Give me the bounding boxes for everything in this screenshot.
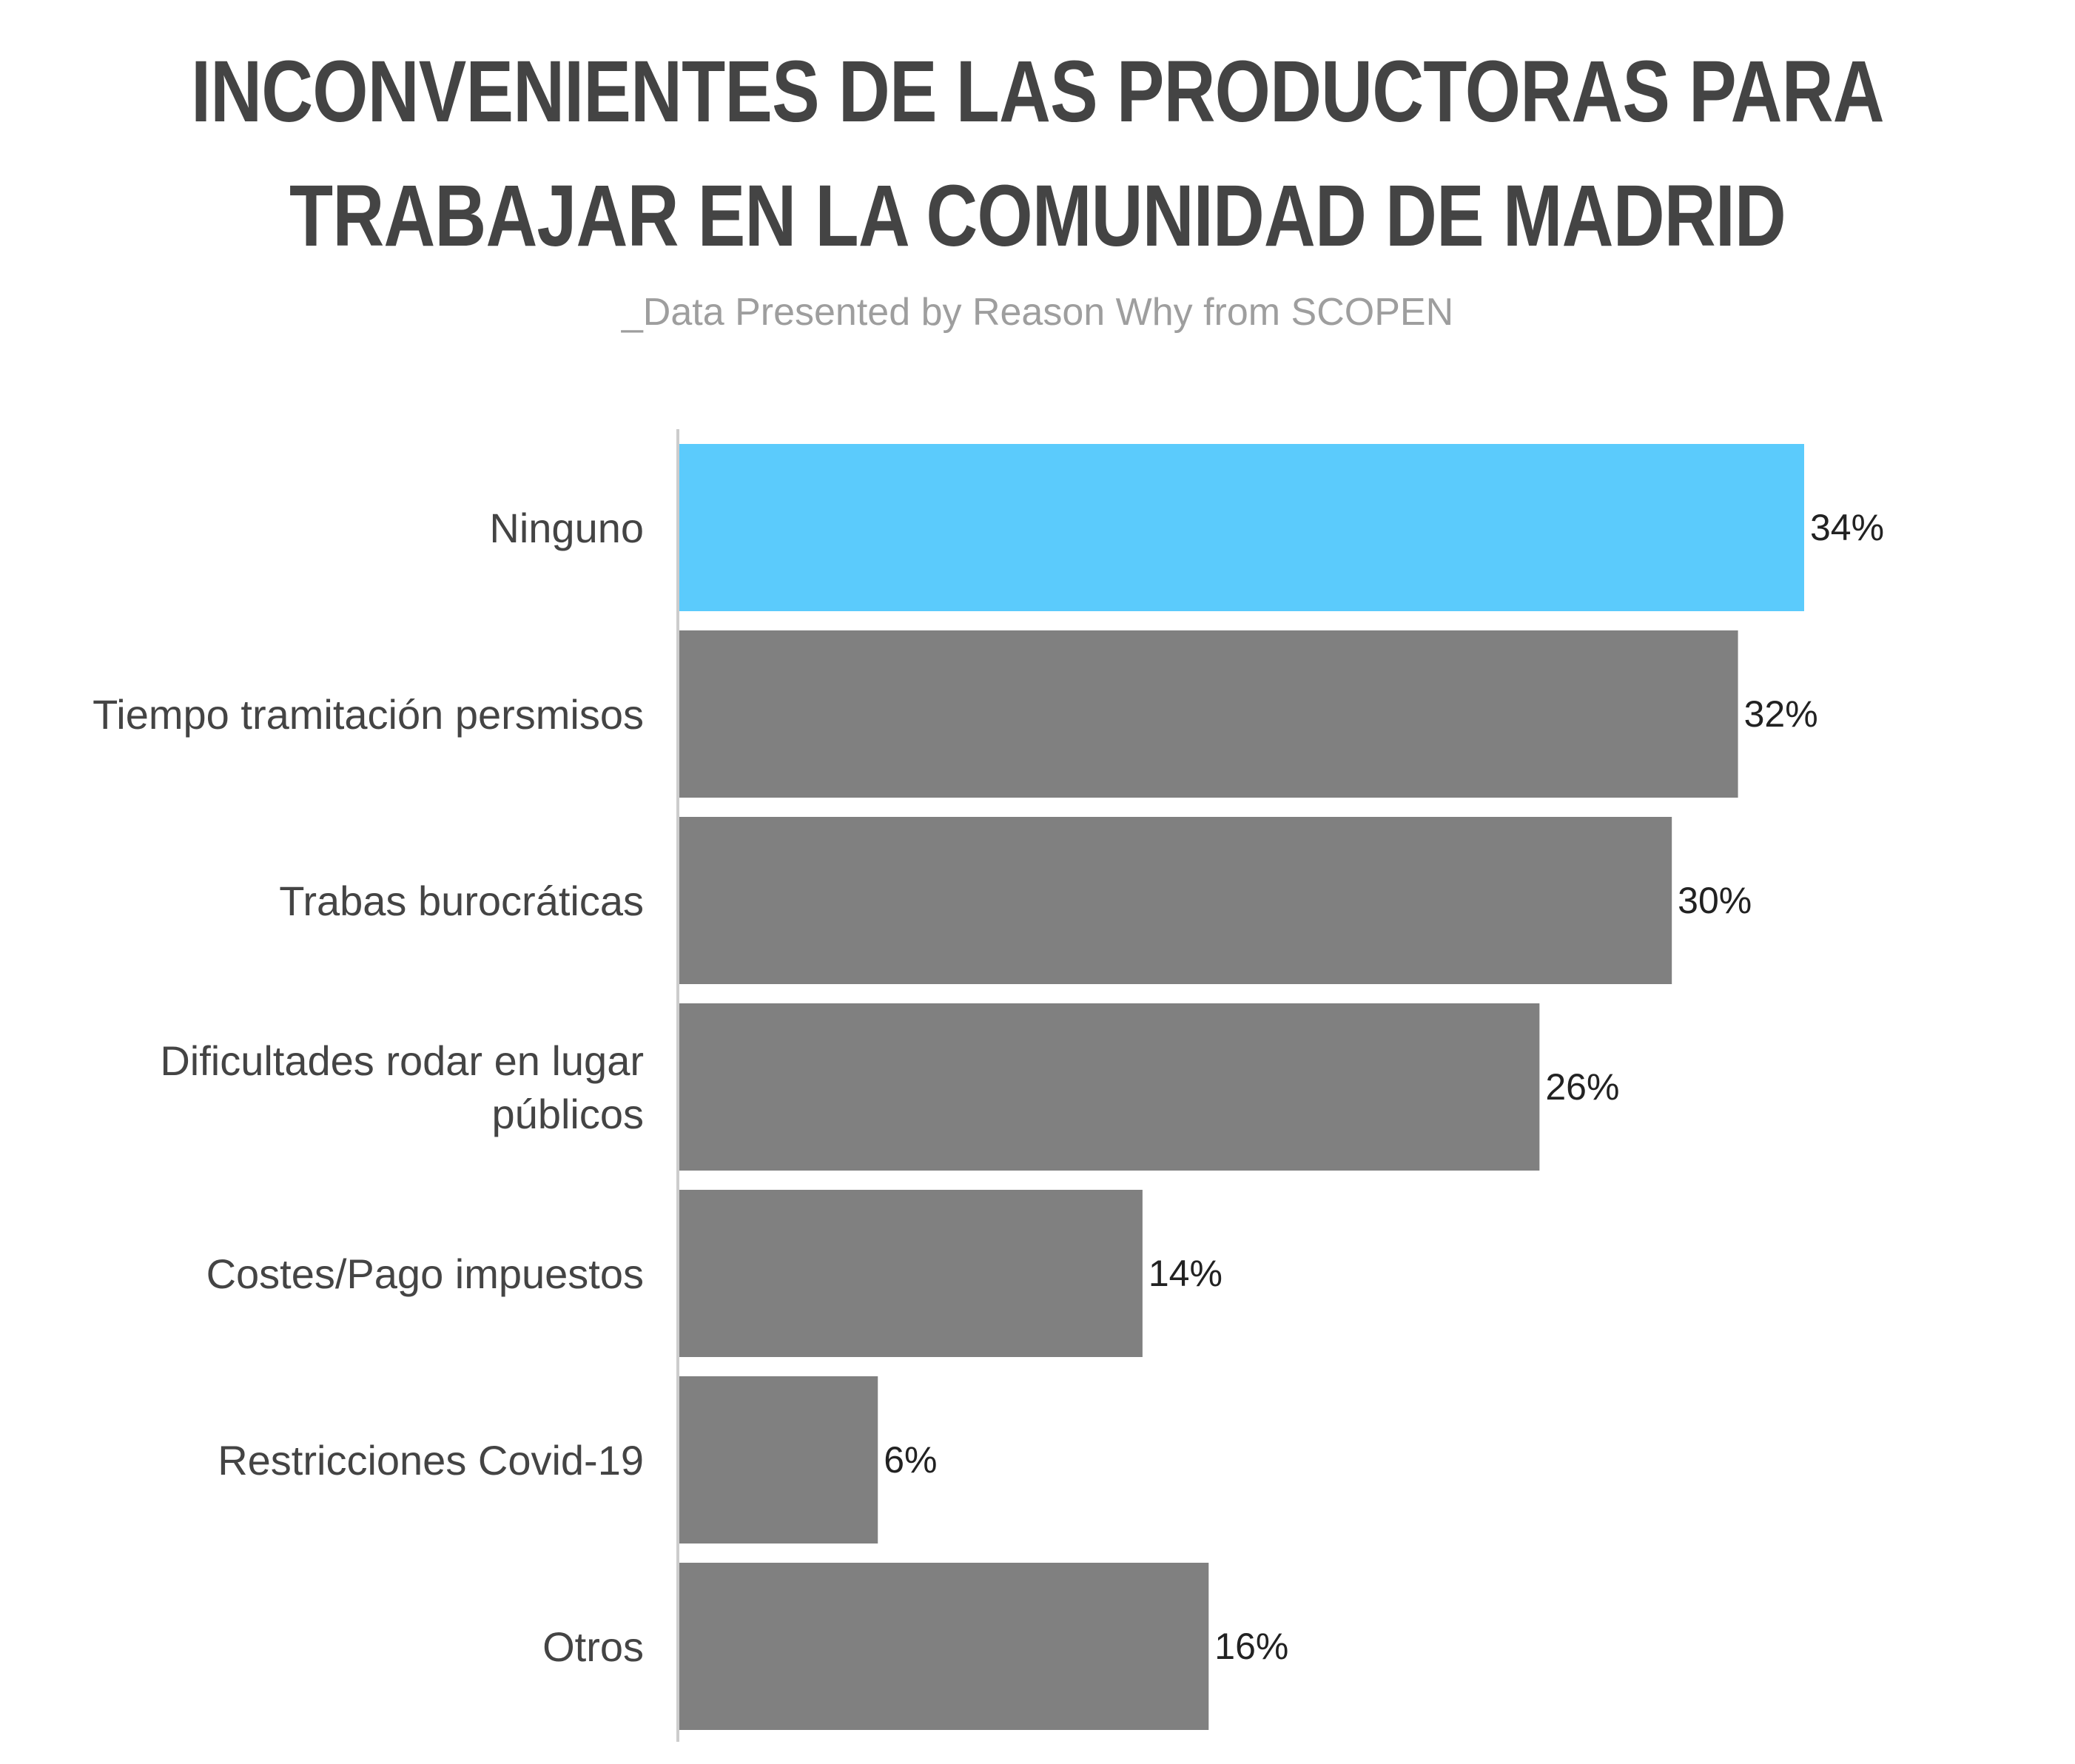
category-label-line: Restricciones Covid-19 xyxy=(218,1437,644,1484)
category-label-6: Otros xyxy=(542,1623,644,1670)
value-label-6: 16% xyxy=(1214,1626,1288,1667)
bar-5 xyxy=(679,1376,878,1544)
chart-title: INCONVENIENTES DE LAS PRODUCTORAS PARA T… xyxy=(0,30,2075,278)
category-label-3: Dificultades rodar en lugar públicos xyxy=(160,1037,644,1137)
value-label-4: 14% xyxy=(1149,1253,1223,1294)
value-label-2: 30% xyxy=(1678,880,1752,921)
category-label-2: Trabas burocráticas xyxy=(279,878,644,924)
bar-3 xyxy=(679,1003,1540,1171)
category-label-line: Costes/Pago impuestos xyxy=(206,1250,644,1297)
category-label-line: Ninguno xyxy=(489,505,644,551)
category-label-5: Restricciones Covid-19 xyxy=(218,1437,644,1484)
category-label-line: Tiempo tramitación persmisos xyxy=(93,691,644,738)
category-label-4: Costes/Pago impuestos xyxy=(206,1250,644,1297)
bar-1 xyxy=(679,630,1738,798)
value-label-0: 34% xyxy=(1810,507,1884,548)
value-label-3: 26% xyxy=(1545,1066,1619,1108)
category-label-0: Ninguno xyxy=(489,505,644,551)
bar-6 xyxy=(679,1563,1209,1730)
chart-title-line-2: TRABAJAR EN LA COMUNIDAD DE MADRID xyxy=(289,167,1786,265)
category-label-line: Dificultades rodar en lugar xyxy=(160,1037,644,1084)
chart-title-line-1: INCONVENIENTES DE LAS PRODUCTORAS PARA xyxy=(191,43,1885,141)
category-label-line: públicos xyxy=(492,1091,644,1137)
category-label-1: Tiempo tramitación persmisos xyxy=(93,691,644,738)
value-label-1: 32% xyxy=(1744,693,1818,735)
category-label-line: Trabas burocráticas xyxy=(279,878,644,924)
value-label-5: 6% xyxy=(884,1439,937,1481)
bar-0 xyxy=(679,444,1804,611)
category-label-line: Otros xyxy=(542,1623,644,1670)
bar-2 xyxy=(679,817,1672,984)
chart-subtitle: _Data Presented by Reason Why from SCOPE… xyxy=(621,291,1454,334)
bar-4 xyxy=(679,1190,1143,1357)
